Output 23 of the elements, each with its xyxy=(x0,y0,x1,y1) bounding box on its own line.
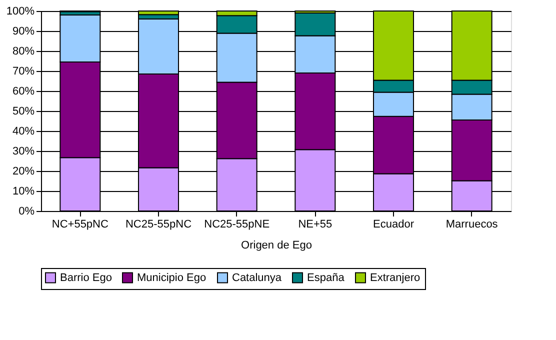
x-axis-title: Origen de Ego xyxy=(241,240,312,252)
legend-label: Municipio Ego xyxy=(137,272,206,284)
y-tick-label: 80% xyxy=(12,46,35,58)
x-tick-label: NC25-55pNE xyxy=(204,218,270,230)
y-tick-label: 10% xyxy=(12,186,35,198)
legend-label: Barrio Ego xyxy=(60,272,112,284)
y-tick-label: 70% xyxy=(12,66,35,78)
x-tick-label: NC25-55pNC xyxy=(125,218,192,230)
y-tick-label: 90% xyxy=(12,26,35,38)
y-tick-label: 40% xyxy=(12,126,35,138)
x-tick-label: NE+55 xyxy=(298,218,332,230)
y-tick-label: 100% xyxy=(6,6,35,18)
legend-label: España xyxy=(307,272,346,284)
y-tick-label: 50% xyxy=(12,106,35,118)
legend-label: Extranjero xyxy=(370,272,420,284)
x-tick-label: NC+55pNC xyxy=(52,218,108,230)
x-tick-label: Marruecos xyxy=(446,218,498,230)
y-tick-label: 30% xyxy=(12,146,35,158)
x-tick-label: Ecuador xyxy=(373,218,414,230)
legend-label: Catalunya xyxy=(232,272,282,284)
y-tick-label: 60% xyxy=(12,86,35,98)
y-tick-label: 0% xyxy=(18,206,35,218)
y-tick-label: 20% xyxy=(12,166,35,178)
